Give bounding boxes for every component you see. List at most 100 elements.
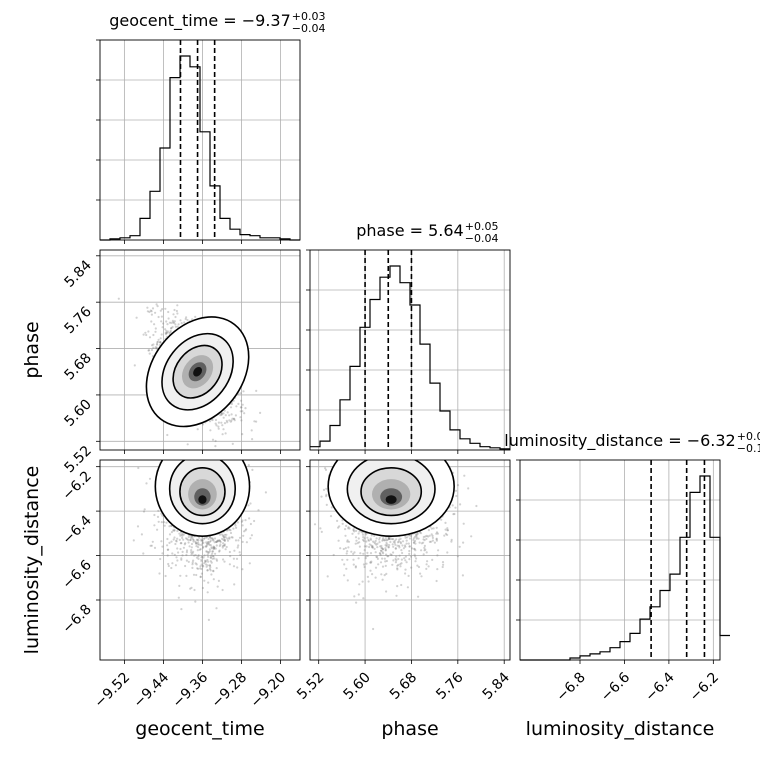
sample-point	[167, 548, 170, 551]
sample-point	[132, 539, 135, 542]
sample-point	[178, 532, 181, 535]
sample-point	[435, 526, 438, 529]
x-axis-label: luminosity_distance	[526, 718, 715, 740]
sample-point	[387, 545, 390, 549]
sample-point	[423, 544, 426, 548]
sample-point	[180, 533, 183, 536]
sample-point	[393, 539, 397, 542]
sample-point	[140, 533, 143, 536]
histogram-step	[520, 475, 730, 661]
sample-point	[240, 419, 243, 422]
sample-point	[236, 521, 239, 524]
sample-point	[415, 536, 418, 539]
sample-point	[397, 557, 400, 561]
sample-point	[172, 321, 175, 324]
sample-point	[389, 553, 392, 556]
sample-point	[398, 554, 401, 557]
sample-point	[212, 578, 215, 581]
sample-point	[345, 552, 348, 555]
sample-point	[356, 542, 359, 545]
sample-point	[155, 347, 158, 350]
sample-point	[229, 406, 233, 409]
x-tick-label: −9.36	[170, 669, 212, 711]
sample-point	[214, 418, 218, 422]
sample-point	[228, 550, 231, 554]
sample-point	[368, 543, 371, 546]
sample-point	[144, 331, 147, 334]
sample-point	[166, 544, 169, 547]
sample-point	[190, 553, 193, 556]
sample-point	[214, 547, 217, 550]
sample-point	[253, 519, 256, 523]
sample-point	[203, 554, 206, 557]
sample-point	[395, 555, 398, 558]
sample-point	[185, 574, 188, 578]
sample-point	[391, 537, 394, 541]
sample-point	[117, 297, 120, 300]
sample-point	[388, 537, 391, 540]
sample-point	[362, 552, 365, 555]
sample-point	[417, 565, 421, 569]
title-sub: −0.04	[292, 22, 326, 35]
sample-point	[189, 539, 192, 542]
sample-point	[195, 542, 198, 545]
sample-point	[207, 537, 210, 541]
sample-point	[157, 315, 160, 319]
sample-point	[237, 402, 240, 405]
sample-point	[215, 607, 218, 610]
sample-point	[255, 389, 258, 392]
sample-point	[225, 533, 228, 536]
sample-point	[416, 564, 419, 567]
sample-point	[218, 544, 221, 548]
sample-point	[414, 542, 417, 545]
sample-point	[212, 539, 215, 542]
sample-point	[414, 533, 418, 536]
sample-point	[221, 412, 224, 415]
sample-point	[229, 531, 233, 535]
sample-point	[415, 557, 418, 560]
sample-point	[210, 573, 213, 576]
sample-point	[199, 567, 202, 570]
sample-point	[156, 305, 159, 308]
sample-point	[386, 555, 389, 558]
sample-point	[215, 540, 218, 544]
sample-point	[399, 537, 402, 540]
sample-point	[313, 523, 317, 526]
sample-point	[364, 557, 367, 560]
sample-point	[173, 536, 176, 539]
sample-point	[456, 555, 459, 558]
sample-point	[358, 541, 361, 544]
sample-point	[192, 550, 195, 554]
sample-point	[346, 579, 349, 582]
histogram-step	[310, 265, 510, 450]
sample-point	[365, 555, 368, 558]
sample-point	[387, 546, 390, 549]
sample-point	[221, 424, 224, 427]
sample-point	[251, 468, 254, 471]
sample-point	[383, 557, 386, 560]
sample-point	[146, 306, 149, 309]
sample-point	[135, 316, 138, 319]
sample-point	[386, 543, 389, 546]
sample-point	[148, 352, 151, 355]
sample-point	[379, 545, 382, 548]
sample-point	[345, 567, 348, 570]
sample-point	[346, 539, 349, 542]
sample-point	[206, 542, 209, 545]
sample-point	[436, 554, 439, 557]
sample-point	[177, 323, 180, 326]
sample-point	[394, 557, 397, 561]
sample-point	[374, 542, 377, 545]
sample-point	[147, 349, 150, 352]
x-tick-label: 5.68	[387, 670, 420, 703]
sample-point	[394, 547, 397, 550]
sample-point	[180, 322, 183, 325]
sample-point	[229, 529, 232, 532]
sample-point	[217, 427, 220, 430]
sample-point	[355, 539, 358, 542]
sample-point	[391, 543, 394, 546]
sample-point	[239, 416, 242, 419]
sample-point	[190, 546, 193, 549]
sample-point	[205, 550, 208, 553]
sample-point	[397, 563, 400, 567]
